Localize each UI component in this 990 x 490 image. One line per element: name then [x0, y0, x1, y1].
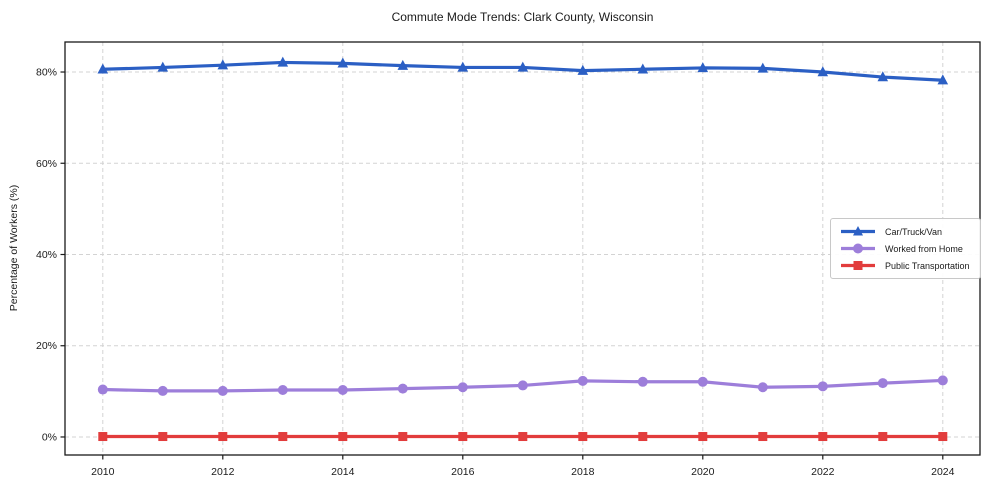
circle-marker — [757, 382, 768, 393]
triangle-marker — [757, 62, 769, 73]
square-marker — [878, 432, 888, 442]
square-marker — [158, 432, 168, 442]
square-marker — [458, 432, 468, 442]
square-marker — [98, 432, 108, 442]
legend-item-worked-from-home: Worked from Home — [839, 242, 970, 255]
square-marker — [578, 432, 588, 442]
legend-circle-line-icon — [841, 243, 875, 254]
y-tick-label: 60% — [36, 158, 57, 170]
legend-item-car-truck-van: Car/Truck/Van — [839, 225, 970, 238]
triangle-marker — [157, 61, 169, 72]
legend-square-marker-icon — [853, 261, 863, 270]
circle-marker — [457, 382, 468, 393]
circle-marker — [817, 381, 828, 392]
triangle-marker — [457, 61, 469, 72]
circle-marker — [577, 375, 588, 386]
square-marker — [518, 432, 528, 442]
triangle-marker — [97, 63, 109, 74]
triangle-marker — [397, 59, 409, 70]
x-tick-label: 2020 — [691, 466, 715, 478]
circle-marker — [217, 385, 228, 396]
circle-marker — [637, 376, 648, 387]
circle-marker — [877, 378, 888, 389]
triangle-marker — [937, 74, 949, 85]
x-tick-label: 2014 — [331, 466, 355, 478]
legend-label: Public Transportation — [885, 260, 970, 271]
circle-marker — [397, 383, 408, 394]
legend-item-public-transportation: Public Transportation — [839, 259, 970, 272]
square-marker — [218, 432, 228, 442]
circle-marker — [157, 385, 168, 396]
x-tick-label: 2010 — [91, 466, 115, 478]
triangle-marker — [217, 59, 229, 70]
y-tick-label: 20% — [36, 340, 57, 352]
circle-marker — [937, 375, 948, 386]
legend-square-line-icon — [841, 261, 875, 270]
y-tick-label: 0% — [42, 431, 57, 443]
square-marker — [758, 432, 768, 442]
square-marker — [638, 432, 648, 442]
x-tick-label: 2018 — [571, 466, 595, 478]
y-tick-label: 80% — [36, 67, 57, 79]
circle-marker — [337, 384, 348, 395]
chart-title: Commute Mode Trends: Clark County, Wisco… — [391, 10, 654, 24]
x-tick-label: 2024 — [931, 466, 955, 478]
series-public-transportation — [98, 432, 948, 442]
circle-marker — [517, 380, 528, 391]
legend-circle-marker-icon — [853, 243, 863, 254]
x-tick-label: 2012 — [211, 466, 235, 478]
series-worked-from-home — [97, 375, 948, 396]
legend-triangle-line-icon — [841, 226, 875, 236]
legend: Car/Truck/Van Worked from Home Public Tran… — [830, 218, 981, 279]
legend-label: Car/Truck/Van — [885, 226, 943, 237]
legend-triangle-marker-icon — [853, 226, 863, 236]
legend-label: Worked from Home — [885, 243, 963, 254]
triangle-marker — [817, 66, 829, 77]
y-tick-label: 40% — [36, 249, 57, 261]
circle-marker — [97, 384, 108, 395]
triangle-marker — [277, 56, 289, 67]
series-car-truck-van — [97, 56, 949, 85]
triangle-marker — [877, 71, 889, 82]
triangle-marker — [517, 61, 529, 72]
circle-marker — [697, 376, 708, 387]
triangle-marker — [697, 62, 709, 73]
axis-ticks: 2010 2012 2014 2016 2018 2020 2022 2024 0% 20% 40%… — [36, 67, 955, 478]
square-marker — [938, 432, 948, 442]
triangle-marker — [637, 63, 649, 74]
triangle-marker — [337, 57, 349, 68]
square-marker — [338, 432, 348, 442]
x-tick-label: 2022 — [811, 466, 835, 478]
square-marker — [398, 432, 408, 442]
square-marker — [278, 432, 288, 442]
square-marker — [698, 432, 708, 442]
x-tick-label: 2016 — [451, 466, 475, 478]
circle-marker — [277, 384, 288, 395]
triangle-marker — [577, 64, 589, 75]
square-marker — [818, 432, 828, 442]
